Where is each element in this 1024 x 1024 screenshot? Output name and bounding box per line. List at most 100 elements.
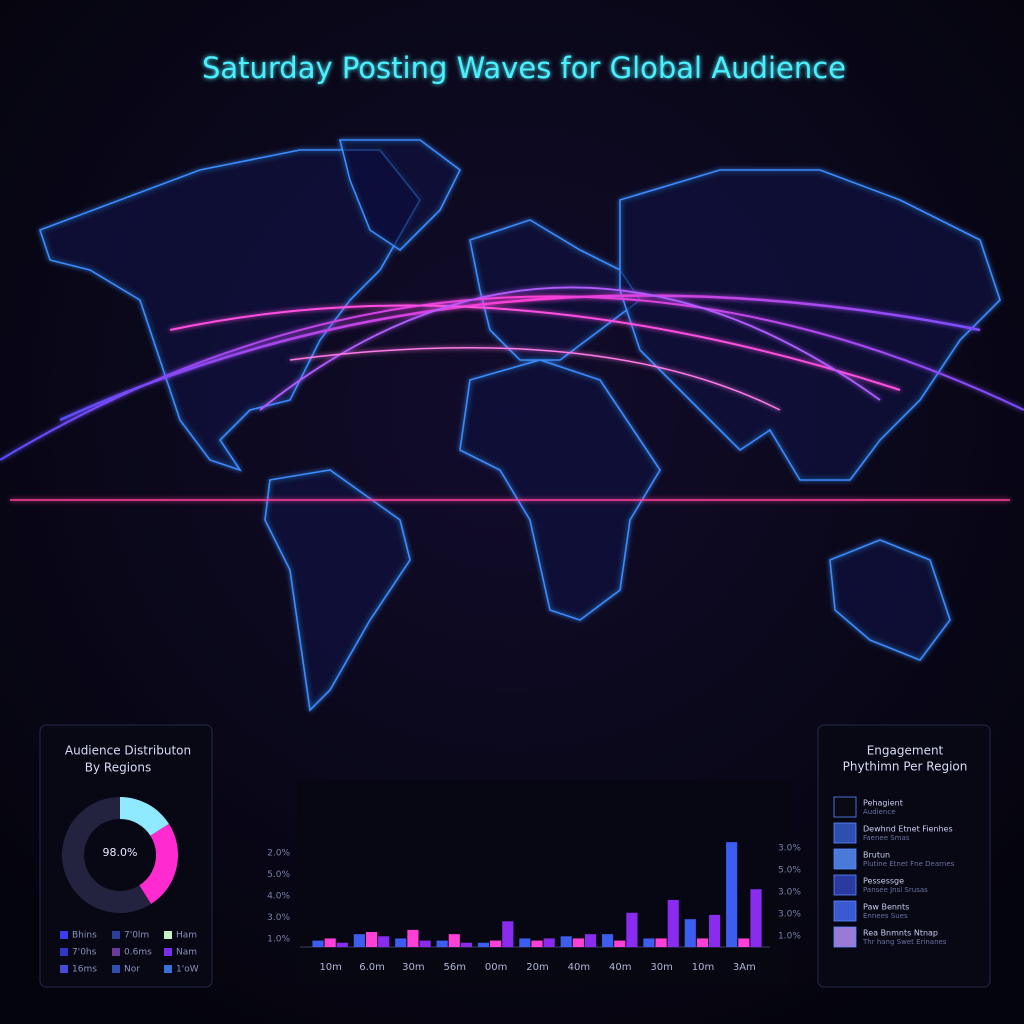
y2-label: 3.0% (778, 844, 801, 854)
donut-center-label: 98.0% (103, 846, 138, 859)
legend-label: 0.6ms (124, 948, 152, 958)
bar (365, 932, 378, 947)
title: Saturday Posting Waves for Global Audien… (202, 51, 846, 85)
legend-label: 1'oW (176, 965, 199, 975)
bar-chart: 2.0% 5.0% 4.0% 3.0% 1.0% 3.0% 5.0% 3.0% 3.0% 1.0%… (267, 842, 801, 973)
row-thumbnail (833, 848, 857, 870)
row-thumbnail (833, 900, 857, 922)
posting-waves (0, 286, 1024, 501)
bar (738, 938, 750, 947)
bar (655, 938, 667, 947)
bar (324, 938, 336, 947)
panel-title: Engagement (867, 744, 944, 758)
row-detail: Pansee Jnsl Srusas (863, 886, 928, 894)
legend-label: 7'0lm (124, 931, 149, 941)
wave-arc (289, 346, 781, 411)
y2-label: 3.0% (778, 910, 801, 920)
bar (460, 942, 473, 947)
legend-swatch (112, 948, 120, 956)
donut-segment (120, 797, 169, 836)
row-name: Dewhnd Etnet Fienhes (863, 825, 953, 834)
y-label: 3.0% (267, 913, 290, 923)
bar (419, 940, 431, 947)
bar (543, 938, 555, 947)
bar (395, 938, 407, 947)
legend-swatch (164, 965, 172, 973)
legend-swatch (60, 948, 68, 956)
x-tick-label: 10m (319, 962, 341, 973)
bar (684, 919, 696, 947)
bar (643, 938, 655, 947)
bar (477, 942, 490, 947)
bar (626, 912, 638, 947)
panel-subtitle: Phythimn Per Region (843, 760, 968, 774)
row-name: Paw Bennts (863, 903, 909, 912)
bar (407, 929, 419, 947)
bar (336, 942, 348, 947)
x-tick-label: 56m (444, 962, 466, 973)
row-name: Pehagient (863, 799, 903, 808)
panel-subtitle: By Regions (85, 761, 151, 775)
bar (696, 938, 709, 947)
bar (560, 936, 572, 947)
legend-label: 7'0hs (72, 948, 97, 958)
x-tick-label: 00m (485, 962, 507, 973)
legend-label: Bhins (72, 931, 97, 941)
legend: Bhins 7'0lm Ham 7'0hs 0.6ms Nam 16ms Nor 1'oW (60, 931, 199, 975)
australia (829, 539, 951, 661)
world-map (38, 139, 1001, 712)
row-thumbnail (833, 822, 857, 844)
bar-chart-panel (297, 780, 790, 985)
row-name: Pessessge (863, 877, 904, 886)
asia (619, 169, 1001, 481)
x-tick-label: 40m (568, 962, 590, 973)
bar (448, 934, 460, 947)
row-detail: Faenee Smas (863, 834, 910, 842)
north-america (38, 149, 421, 472)
bar (378, 936, 390, 947)
x-tick-label: 30m (402, 962, 424, 973)
y-label: 4.0% (267, 892, 290, 902)
y-label: 5.0% (267, 870, 290, 880)
row-thumbnail (833, 874, 857, 896)
x-tick-label: 20m (526, 962, 548, 973)
legend-swatch (164, 948, 172, 956)
legend-swatch (112, 965, 120, 973)
y2-label: 3.0% (778, 888, 801, 898)
wave-arc (169, 304, 901, 391)
bar (436, 940, 448, 947)
bar (519, 938, 531, 947)
legend-swatch (164, 931, 172, 939)
bar (312, 940, 324, 947)
south-america (264, 469, 411, 712)
bar (750, 889, 762, 947)
donut-segment (61, 797, 152, 913)
legend-swatch (60, 965, 68, 973)
x-tick-label: 40m (609, 962, 631, 973)
donut-segment (139, 823, 178, 904)
row-detail: Plutine Etnet Fne Dearnes (863, 860, 955, 868)
row-thumbnail (833, 796, 857, 818)
x-tick-label: 3Am (733, 962, 756, 973)
bar (584, 934, 597, 947)
legend-label: 16ms (72, 965, 97, 975)
x-tick-label: 30m (650, 962, 672, 973)
bar (709, 914, 721, 947)
wave-arc (59, 294, 981, 422)
y-label: 1.0% (267, 935, 290, 945)
legend-swatch (60, 931, 68, 939)
x-tick-label: 6.0m (359, 962, 385, 973)
panel-title: Audience Distributon (65, 744, 191, 758)
audience-panel (39, 724, 213, 988)
y2-label: 1.0% (778, 932, 801, 942)
y2-label: 5.0% (778, 866, 801, 876)
row-detail: Ennees Sues (863, 912, 908, 920)
donut (61, 797, 178, 913)
bar (353, 934, 365, 947)
legend-label: Ham (176, 931, 197, 941)
africa (459, 359, 661, 621)
bar (614, 940, 626, 947)
row-thumbnail (833, 926, 857, 948)
